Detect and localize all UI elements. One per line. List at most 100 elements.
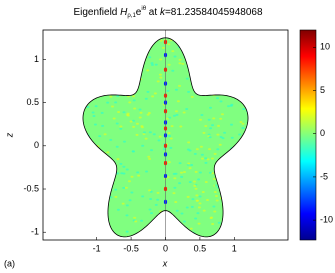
field-ripple (138, 116, 142, 119)
field-ripple (145, 170, 149, 173)
field-ripple (230, 103, 234, 106)
field-ripple (161, 46, 165, 49)
field-ripple (218, 143, 222, 146)
field-ripple (198, 202, 202, 205)
field-ripple (194, 170, 198, 173)
field-ripple (194, 187, 198, 190)
field-ripple (146, 90, 150, 93)
field-ripple (114, 101, 118, 104)
field-ripple (230, 136, 234, 139)
field-ripple (157, 139, 161, 142)
field-ripple (190, 95, 194, 98)
field-ripple (127, 180, 131, 183)
y-tick-label: 0 (34, 140, 39, 150)
field-ripple (220, 113, 224, 116)
field-ripple (179, 125, 183, 128)
title-text: Eigenfield (73, 7, 120, 18)
field-ripple (185, 206, 189, 209)
field-ripple (192, 180, 196, 183)
field-ripple (124, 186, 128, 189)
field-ripple (147, 111, 151, 114)
field-ripple (93, 123, 97, 126)
field-ripple (117, 110, 121, 113)
x-tick-label: 0.5 (194, 243, 207, 253)
field-ripple (159, 58, 163, 61)
field-ripple (193, 184, 197, 187)
field-ripple (214, 184, 218, 187)
field-ripple (122, 172, 126, 175)
field-ripple (169, 146, 173, 149)
field-ripple (125, 204, 129, 207)
field-ripple (92, 114, 96, 117)
field-ripple (149, 190, 153, 193)
field-ripple (159, 76, 163, 79)
field-ripple (109, 138, 113, 141)
field-ripple (148, 56, 152, 59)
field-ripple (119, 125, 123, 128)
field-ripple (197, 178, 201, 181)
field-ripple (185, 107, 189, 110)
field-ripple (86, 105, 90, 108)
colorbar-tick-label: -10 (320, 214, 333, 224)
field-ripple (206, 158, 210, 161)
field-ripple (217, 124, 221, 127)
field-ripple (121, 202, 125, 205)
field-ripple (212, 117, 216, 120)
field-ripple (135, 122, 139, 125)
x-tick-label: 0 (163, 243, 168, 253)
field-ripple (109, 95, 113, 98)
title-text: H (120, 7, 128, 18)
field-ripple (242, 108, 246, 111)
field-ripple (173, 55, 177, 58)
field-ripple (115, 145, 119, 148)
field-ripple (129, 120, 133, 123)
panel-label: (a) (4, 258, 15, 268)
field-ripple (143, 131, 147, 134)
field-ripple (195, 148, 199, 151)
title-text: e (136, 7, 142, 18)
field-ripple (110, 105, 114, 108)
field-ripple (202, 131, 206, 134)
field-ripple (114, 195, 118, 198)
field-ripple (130, 175, 134, 178)
field-ripple (190, 205, 194, 208)
field-ripple (114, 188, 118, 191)
domain-boundary (82, 37, 249, 238)
field-ripple (141, 195, 145, 198)
field-ripple (172, 172, 176, 175)
field-ripple (149, 198, 153, 201)
field-ripple (195, 199, 199, 202)
field-ripple (170, 125, 174, 128)
field-ripple (133, 216, 137, 219)
field-ripple (195, 194, 199, 197)
field-ripple (139, 111, 143, 114)
field-ripple (208, 148, 212, 151)
field-ripple (178, 58, 182, 61)
field-ripple (147, 155, 151, 158)
field-ripple (148, 157, 152, 160)
field-ripple (196, 212, 200, 215)
field-ripple (213, 210, 217, 213)
x-axis-label: x (162, 258, 168, 268)
field-ripple (206, 198, 210, 201)
field-ripple (217, 221, 221, 224)
y-tick-label: -0.5 (23, 183, 39, 193)
field-ripple (178, 162, 182, 165)
field-ripple (150, 62, 154, 65)
field-ripple (198, 171, 202, 174)
field-ripple (167, 63, 171, 66)
field-ripple (188, 167, 192, 170)
field-ripple (204, 124, 208, 127)
field-ripple (197, 222, 201, 225)
field-ripple (200, 157, 204, 160)
y-tick-label: 0.5 (26, 97, 39, 107)
field-ripple (213, 152, 217, 155)
field-ripple (137, 174, 141, 177)
title-subscript: ρ,1 (127, 13, 136, 19)
field-ripple (202, 209, 206, 212)
field-ripple (208, 171, 212, 174)
field-ripple (167, 135, 171, 138)
x-tick-label: -0.5 (123, 243, 139, 253)
field-ripple (119, 127, 123, 130)
field-ripple (98, 135, 102, 138)
